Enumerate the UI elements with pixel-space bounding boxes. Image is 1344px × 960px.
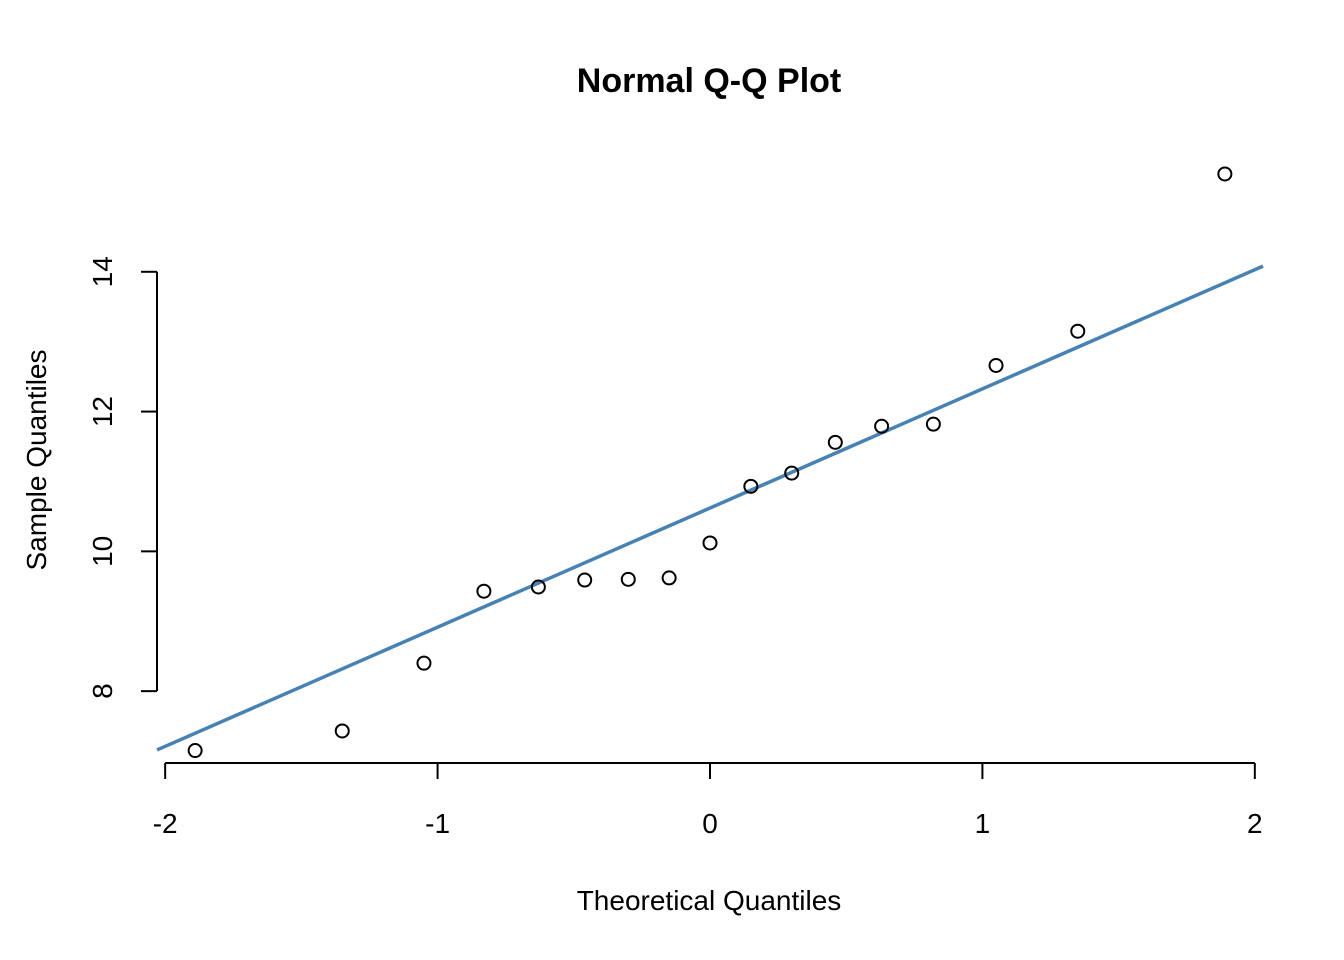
data-point [988, 357, 1004, 373]
reference-line [156, 264, 1264, 752]
data-points [187, 166, 1233, 759]
data-point [1217, 166, 1233, 182]
data-point [925, 416, 941, 432]
reference-line-group [156, 264, 1264, 752]
data-point [743, 478, 759, 494]
data-point [416, 655, 432, 671]
y-tick-label: 8 [87, 683, 118, 699]
y-axis-label: Sample Quantiles [21, 349, 52, 570]
data-point [620, 571, 636, 587]
chart-title: Normal Q-Q Plot [577, 62, 841, 100]
data-point [874, 418, 890, 434]
x-tick-label: 0 [702, 808, 718, 839]
data-point [476, 583, 492, 599]
data-point [784, 465, 800, 481]
data-point [1070, 323, 1086, 339]
x-tick-label: 2 [1247, 808, 1263, 839]
data-point [827, 434, 843, 450]
y-tick-label: 12 [87, 396, 118, 427]
data-point [334, 723, 350, 739]
x-axis-label: Theoretical Quantiles [577, 885, 842, 916]
x-tick-label: 1 [975, 808, 991, 839]
data-point [661, 570, 677, 586]
data-point [577, 572, 593, 588]
data-point [702, 535, 718, 551]
y-tick-label: 10 [87, 536, 118, 567]
y-tick-label: 14 [87, 256, 118, 287]
x-tick-label: -1 [425, 808, 450, 839]
data-point [187, 743, 203, 759]
x-tick-label: -2 [153, 808, 178, 839]
data-point [530, 579, 546, 595]
